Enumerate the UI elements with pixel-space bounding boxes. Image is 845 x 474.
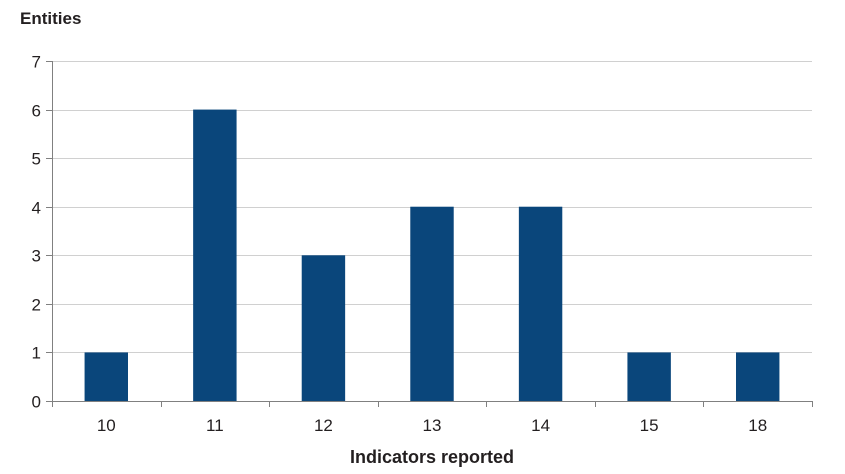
y-tick-label: 0 xyxy=(32,393,41,412)
x-tick-label: 12 xyxy=(314,416,333,435)
bars xyxy=(84,109,780,402)
y-tick-label: 7 xyxy=(32,53,41,72)
y-tick-label: 6 xyxy=(32,102,41,121)
axes xyxy=(52,61,812,402)
y-axis-title: Entities xyxy=(20,9,81,28)
y-axis-ticks: 0 1 2 3 4 5 6 7 xyxy=(32,53,52,412)
y-tick-label: 4 xyxy=(32,199,41,218)
x-tick-label: 15 xyxy=(640,416,659,435)
bar-15 xyxy=(627,352,671,401)
x-tick-label: 10 xyxy=(97,416,116,435)
x-tick-label: 11 xyxy=(206,416,224,435)
bar-10 xyxy=(84,352,128,401)
x-tick-label: 13 xyxy=(423,416,442,435)
bar-13 xyxy=(410,206,454,401)
x-tick-label: 14 xyxy=(531,416,550,435)
bar-11 xyxy=(193,109,237,402)
bar-12 xyxy=(301,255,346,401)
x-axis-ticks: 10 11 12 13 14 15 18 xyxy=(52,401,813,435)
x-tick-label: 18 xyxy=(748,416,767,435)
y-tick-label: 3 xyxy=(32,247,41,266)
bar-14 xyxy=(518,206,563,401)
y-tick-label: 5 xyxy=(32,150,41,169)
x-axis-title: Indicators reported xyxy=(350,447,514,467)
bar-18 xyxy=(736,352,780,401)
y-tick-label: 1 xyxy=(32,344,41,363)
y-tick-label: 2 xyxy=(32,296,41,315)
